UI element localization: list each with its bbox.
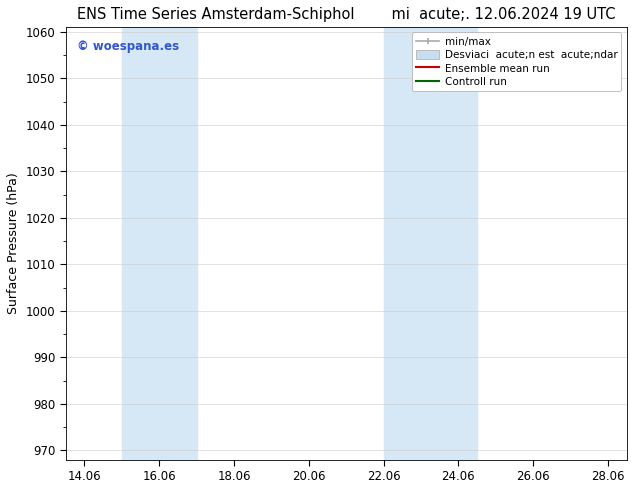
- Title: ENS Time Series Amsterdam-Schiphol        mi  acute;. 12.06.2024 19 UTC: ENS Time Series Amsterdam-Schiphol mi ac…: [77, 7, 616, 22]
- Y-axis label: Surface Pressure (hPa): Surface Pressure (hPa): [7, 172, 20, 314]
- Text: © woespana.es: © woespana.es: [77, 40, 179, 53]
- Bar: [122, 27, 197, 460]
- Bar: [384, 27, 477, 460]
- Legend: min/max, Desviaci  acute;n est  acute;ndar, Ensemble mean run, Controll run: min/max, Desviaci acute;n est acute;ndar…: [412, 32, 621, 91]
